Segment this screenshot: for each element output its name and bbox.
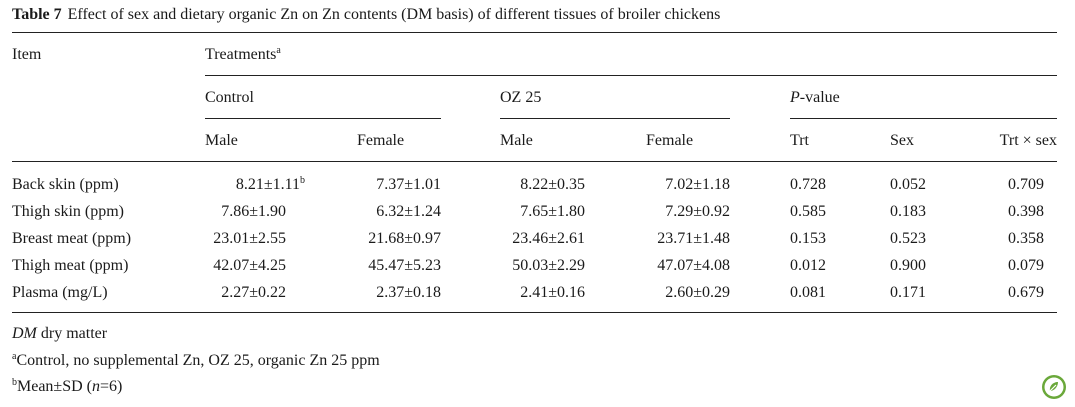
cell-oz-male: 2.41±0.16 <box>520 284 585 301</box>
table-caption: Table 7 Effect of sex and dietary organic… <box>12 6 720 24</box>
header-trt: Trt <box>790 132 809 149</box>
header-control-female: Female <box>357 132 405 149</box>
cell-sex: 0.052 <box>890 176 926 193</box>
header-control-male: Male <box>205 132 238 149</box>
row-item: Back skin (ppm) <box>12 176 119 193</box>
cell-oz-female: 7.29±0.92 <box>665 203 730 220</box>
cell-control-male: 8.21±1.11b <box>235 175 305 194</box>
cell-oz-female: 2.60±0.29 <box>665 284 730 301</box>
cell-oz-male: 23.46±2.61 <box>512 230 585 247</box>
cell-trt-sex: 0.398 <box>1008 203 1044 220</box>
control-rule <box>205 118 441 119</box>
cell-trt: 0.081 <box>790 284 826 301</box>
cell-trt: 0.153 <box>790 230 826 247</box>
footnote-mark-a: a <box>276 45 281 56</box>
cell-sex: 0.171 <box>890 284 926 301</box>
cell-trt-sex: 0.358 <box>1008 230 1044 247</box>
oz25-rule <box>500 118 730 119</box>
cell-trt-sex: 0.709 <box>1008 176 1044 193</box>
cell-control-female: 21.68±0.97 <box>368 230 441 247</box>
cell-oz-male: 7.65±1.80 <box>520 203 585 220</box>
cell-sex: 0.523 <box>890 230 926 247</box>
cell-trt: 0.012 <box>790 257 826 274</box>
header-sex: Sex <box>890 132 914 149</box>
header-pvalue: P-value <box>790 89 840 106</box>
cell-control-female: 45.47±5.23 <box>368 257 441 274</box>
header-treatments: Treatmentsa <box>205 45 281 64</box>
header-oz-female: Female <box>646 132 694 149</box>
cell-sex: 0.183 <box>890 203 926 220</box>
header-trt-sex: Trt × sex <box>999 132 1057 149</box>
cell-trt-sex: 0.079 <box>1008 257 1044 274</box>
footnote-mark-b: b <box>300 175 305 186</box>
cell-control-male: 7.86±1.90 <box>221 203 286 220</box>
cell-oz-male: 8.22±0.35 <box>520 176 585 193</box>
top-rule <box>12 32 1057 33</box>
cell-control-female: 7.37±1.01 <box>376 176 441 193</box>
pvalue-rule <box>790 118 1057 119</box>
cell-oz-male: 50.03±2.29 <box>512 257 585 274</box>
row-item: Breast meat (ppm) <box>12 230 132 247</box>
row-item: Plasma (mg/L) <box>12 284 108 301</box>
table-number: Table 7 <box>12 6 62 23</box>
header-oz25: OZ 25 <box>500 89 542 106</box>
header-oz-male: Male <box>500 132 533 149</box>
cell-oz-female: 47.07±4.08 <box>657 257 730 274</box>
header-item: Item <box>12 46 42 63</box>
cell-control-male: 23.01±2.55 <box>213 230 286 247</box>
row-item: Thigh skin (ppm) <box>12 203 124 220</box>
cell-control-male: 42.07±4.25 <box>213 257 286 274</box>
table-title: Effect of sex and dietary organic Zn on … <box>67 6 721 23</box>
header-control: Control <box>205 89 254 106</box>
footnote-dm: DM dry matter <box>12 325 108 342</box>
header-bottom-rule <box>12 161 1057 162</box>
publisher-logo-icon <box>1042 375 1066 399</box>
footnote-b: bMean±SD (n=6) <box>12 377 123 396</box>
cell-control-female: 6.32±1.24 <box>376 203 441 220</box>
cell-control-female: 2.37±0.18 <box>376 284 441 301</box>
cell-trt-sex: 0.679 <box>1008 284 1044 301</box>
cell-oz-female: 7.02±1.18 <box>665 176 730 193</box>
cell-trt: 0.585 <box>790 203 826 220</box>
row-item: Thigh meat (ppm) <box>12 257 129 274</box>
cell-sex: 0.900 <box>890 257 926 274</box>
cell-trt: 0.728 <box>790 176 826 193</box>
cell-oz-female: 23.71±1.48 <box>657 230 730 247</box>
cell-control-male: 2.27±0.22 <box>221 284 286 301</box>
treatments-rule <box>205 75 1057 76</box>
footnote-a: aControl, no supplemental Zn, OZ 25, org… <box>12 351 380 370</box>
bottom-rule <box>12 312 1057 313</box>
